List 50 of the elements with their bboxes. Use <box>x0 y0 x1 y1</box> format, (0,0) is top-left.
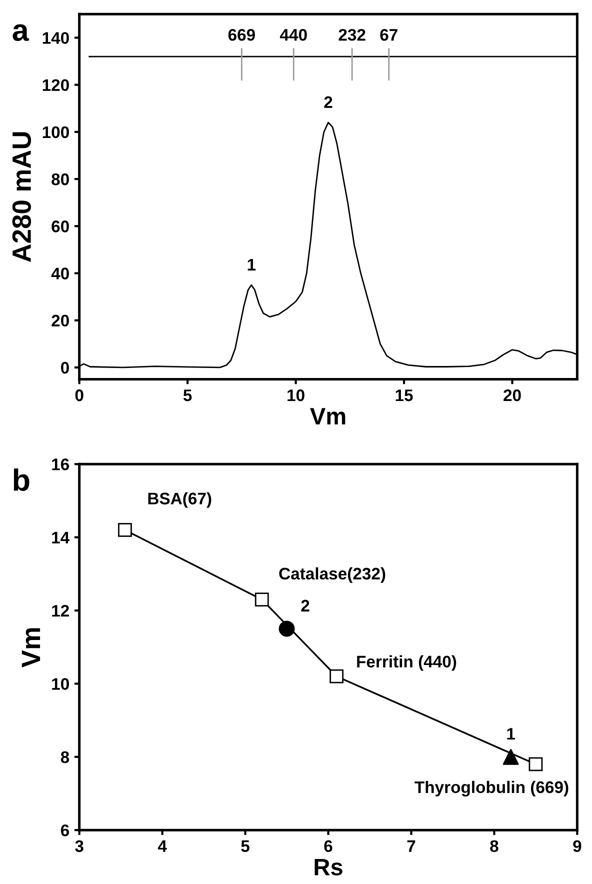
x-tick-label: 5 <box>183 390 192 402</box>
text: b <box>14 468 30 491</box>
annotation: BSA(67) <box>148 492 212 508</box>
x-axis-title: Rs <box>314 858 342 876</box>
y-tick-label: 120 <box>42 79 69 92</box>
y-axis-title: Vm <box>22 628 40 668</box>
x-tick-label: 4 <box>158 840 167 852</box>
y-tick-label: 8 <box>60 751 70 764</box>
y-tick-label: 6 <box>60 824 70 836</box>
point <box>330 669 344 684</box>
y-tick-label: 16 <box>52 458 70 470</box>
annotation: Ferritin (440) <box>357 655 456 671</box>
y-tick-label: 60 <box>52 220 69 232</box>
text: a <box>12 24 30 42</box>
x-tick-label: 20 <box>504 389 521 402</box>
annotation: 2 <box>301 600 310 612</box>
x-tick-label: 8 <box>490 840 498 852</box>
y-tick-label: 100 <box>42 126 69 138</box>
point <box>528 757 543 772</box>
y-tick-label: 0 <box>60 362 69 374</box>
annotation: 2 <box>324 96 332 108</box>
y-tick-label: 140 <box>42 32 69 44</box>
x-tick-label: 7 <box>407 840 416 852</box>
x-tick-label: 0 <box>75 389 84 402</box>
point <box>254 592 269 606</box>
y-tick-label: 14 <box>52 532 70 544</box>
y-tick-label: 80 <box>52 173 69 186</box>
annotation: 440 <box>280 28 307 41</box>
annotation: 67 <box>380 28 398 41</box>
x-tick-label: 3 <box>75 840 84 852</box>
point <box>502 748 519 765</box>
y-tick-label: 20 <box>52 314 69 327</box>
point <box>278 620 295 637</box>
x-axis-title: Vm <box>310 408 346 424</box>
annotation: Thyroglobulin (669) <box>414 780 568 796</box>
y-tick-label: 10 <box>52 678 69 690</box>
x-tick-label: 6 <box>324 840 332 852</box>
annotation: 232 <box>338 28 366 41</box>
annotation: Catalase(232) <box>279 567 386 583</box>
annotation: 669 <box>228 28 255 41</box>
annotation: 1 <box>248 258 256 270</box>
x-tick-label: 15 <box>396 390 413 402</box>
y-axis-title: A280 mAU <box>12 132 32 262</box>
y-tick-label: 12 <box>52 604 69 617</box>
x-tick-label: 10 <box>288 389 304 402</box>
point <box>118 523 132 537</box>
y-tick-label: 40 <box>51 268 69 280</box>
x-tick-label: 5 <box>241 840 250 852</box>
annotation: 1 <box>507 728 515 740</box>
x-tick-label: 9 <box>573 840 582 852</box>
